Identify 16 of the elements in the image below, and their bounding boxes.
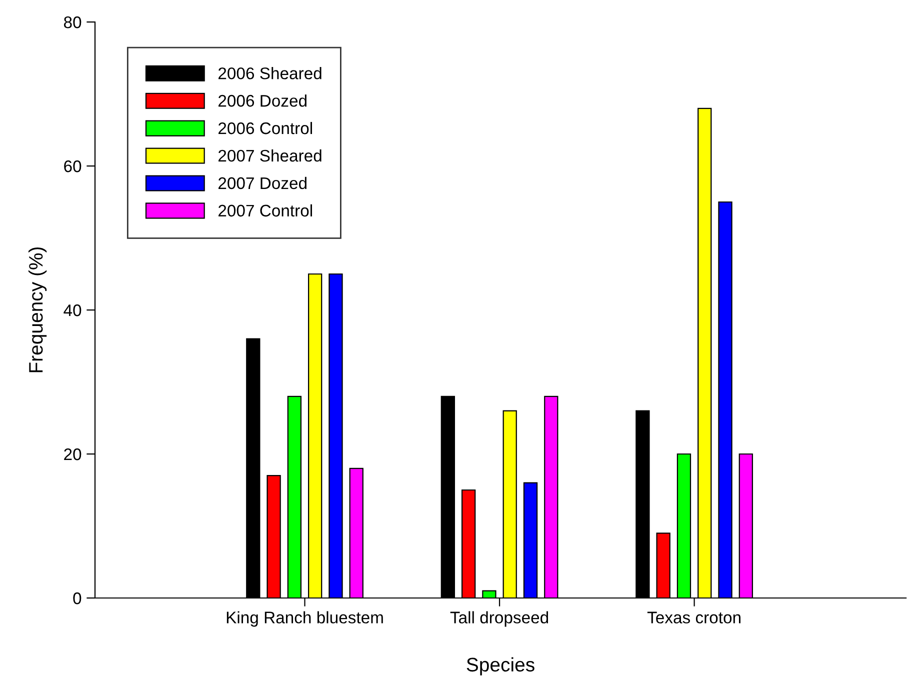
y-tick-label: 60 [64,160,82,172]
x-tick-label: Texas croton [647,612,740,624]
y-tick-label: 0 [73,592,82,604]
y-axis-title: Frequency (%) [28,247,47,372]
y-tick-label: 80 [64,16,82,28]
y-tick-label: 20 [64,448,82,460]
x-axis-title: Species [466,657,534,676]
legend-label: 2007 Dozed [218,176,306,190]
x-tick-label: King Ranch bluestem [226,611,383,627]
x-tick-label: Tall dropseed [450,611,548,627]
legend-label: 2007 Control [218,204,312,217]
legend-label: 2007 Sheared [218,149,322,162]
legend-label: 2006 Control [218,122,312,134]
legend-label: 2006 Sheared [218,67,322,80]
legend-label: 2006 Dozed [218,94,306,107]
y-tick-label: 40 [64,304,82,316]
